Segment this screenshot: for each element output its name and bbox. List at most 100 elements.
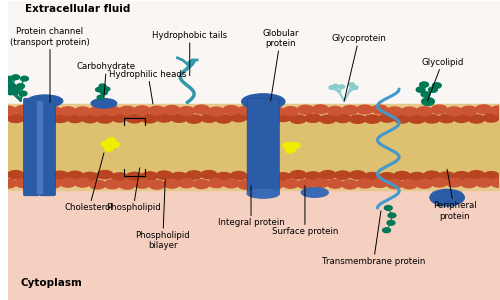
Ellipse shape <box>476 105 492 114</box>
Ellipse shape <box>386 107 402 116</box>
Ellipse shape <box>379 173 396 181</box>
Ellipse shape <box>416 107 432 116</box>
Circle shape <box>384 206 392 210</box>
Ellipse shape <box>230 113 246 122</box>
Ellipse shape <box>22 172 38 180</box>
Ellipse shape <box>67 171 83 179</box>
Ellipse shape <box>45 179 61 188</box>
Ellipse shape <box>208 179 224 188</box>
Circle shape <box>104 146 113 151</box>
Circle shape <box>421 92 430 97</box>
Ellipse shape <box>97 115 113 123</box>
Circle shape <box>432 83 441 88</box>
FancyBboxPatch shape <box>24 98 39 196</box>
Ellipse shape <box>334 114 350 122</box>
Circle shape <box>290 142 300 148</box>
Ellipse shape <box>38 171 54 179</box>
Ellipse shape <box>357 179 373 188</box>
Text: Cytoplasm: Cytoplasm <box>20 278 82 288</box>
Ellipse shape <box>342 106 358 115</box>
Ellipse shape <box>223 179 240 188</box>
Circle shape <box>0 90 8 94</box>
Text: Surface protein: Surface protein <box>272 186 338 236</box>
Ellipse shape <box>60 178 76 187</box>
Circle shape <box>416 87 425 92</box>
Circle shape <box>20 76 28 81</box>
Ellipse shape <box>142 115 158 123</box>
Ellipse shape <box>357 105 373 114</box>
Ellipse shape <box>416 179 432 188</box>
Ellipse shape <box>242 94 285 109</box>
Ellipse shape <box>238 180 254 189</box>
Ellipse shape <box>312 105 328 114</box>
Ellipse shape <box>298 180 314 189</box>
Circle shape <box>99 84 106 88</box>
Circle shape <box>428 87 438 92</box>
Circle shape <box>329 86 335 89</box>
Ellipse shape <box>275 173 291 181</box>
Ellipse shape <box>238 106 254 115</box>
Ellipse shape <box>194 180 210 189</box>
Circle shape <box>388 213 396 218</box>
Ellipse shape <box>298 105 314 114</box>
Text: Glycoprotein: Glycoprotein <box>332 34 386 101</box>
Ellipse shape <box>372 105 388 114</box>
Ellipse shape <box>253 179 269 188</box>
Ellipse shape <box>446 178 462 187</box>
Ellipse shape <box>223 106 240 115</box>
Ellipse shape <box>201 114 217 122</box>
Ellipse shape <box>126 172 142 181</box>
Ellipse shape <box>431 105 448 114</box>
Text: Carbohydrate: Carbohydrate <box>77 62 136 97</box>
Ellipse shape <box>134 179 150 188</box>
Ellipse shape <box>430 189 464 206</box>
Ellipse shape <box>327 179 344 188</box>
Ellipse shape <box>22 115 38 124</box>
Ellipse shape <box>201 170 217 179</box>
Circle shape <box>348 83 354 86</box>
Circle shape <box>111 142 120 147</box>
Text: Integral protein: Integral protein <box>218 186 284 227</box>
FancyBboxPatch shape <box>247 99 280 195</box>
Ellipse shape <box>268 107 284 116</box>
Circle shape <box>382 228 390 232</box>
Circle shape <box>16 84 24 88</box>
Ellipse shape <box>364 172 380 181</box>
Text: Peripheral
protein: Peripheral protein <box>432 169 476 220</box>
Ellipse shape <box>268 180 284 189</box>
Ellipse shape <box>171 114 187 122</box>
Ellipse shape <box>134 106 150 115</box>
Ellipse shape <box>260 172 276 180</box>
Ellipse shape <box>208 107 224 116</box>
Ellipse shape <box>320 171 336 179</box>
Ellipse shape <box>38 114 54 122</box>
Circle shape <box>97 95 104 100</box>
Circle shape <box>352 86 358 89</box>
Ellipse shape <box>0 106 16 115</box>
Ellipse shape <box>350 115 366 123</box>
Text: Transmembrane protein: Transmembrane protein <box>322 211 426 266</box>
Ellipse shape <box>305 172 321 180</box>
Ellipse shape <box>119 180 136 189</box>
Ellipse shape <box>402 180 417 189</box>
Circle shape <box>107 138 116 143</box>
Ellipse shape <box>483 114 500 122</box>
Ellipse shape <box>178 107 194 116</box>
Ellipse shape <box>246 173 262 181</box>
Circle shape <box>6 89 15 95</box>
Ellipse shape <box>28 95 62 107</box>
Ellipse shape <box>67 114 83 122</box>
Ellipse shape <box>305 114 321 122</box>
Ellipse shape <box>372 178 388 188</box>
Text: Hydrophilic heads: Hydrophilic heads <box>110 70 186 104</box>
Polygon shape <box>432 192 462 206</box>
Ellipse shape <box>476 178 492 187</box>
Ellipse shape <box>91 99 116 108</box>
Ellipse shape <box>178 179 194 188</box>
Text: Hydrophobic tails: Hydrophobic tails <box>152 31 228 76</box>
Circle shape <box>6 76 14 81</box>
Ellipse shape <box>342 180 358 189</box>
Ellipse shape <box>461 179 477 188</box>
Ellipse shape <box>424 115 440 123</box>
Ellipse shape <box>275 113 291 122</box>
